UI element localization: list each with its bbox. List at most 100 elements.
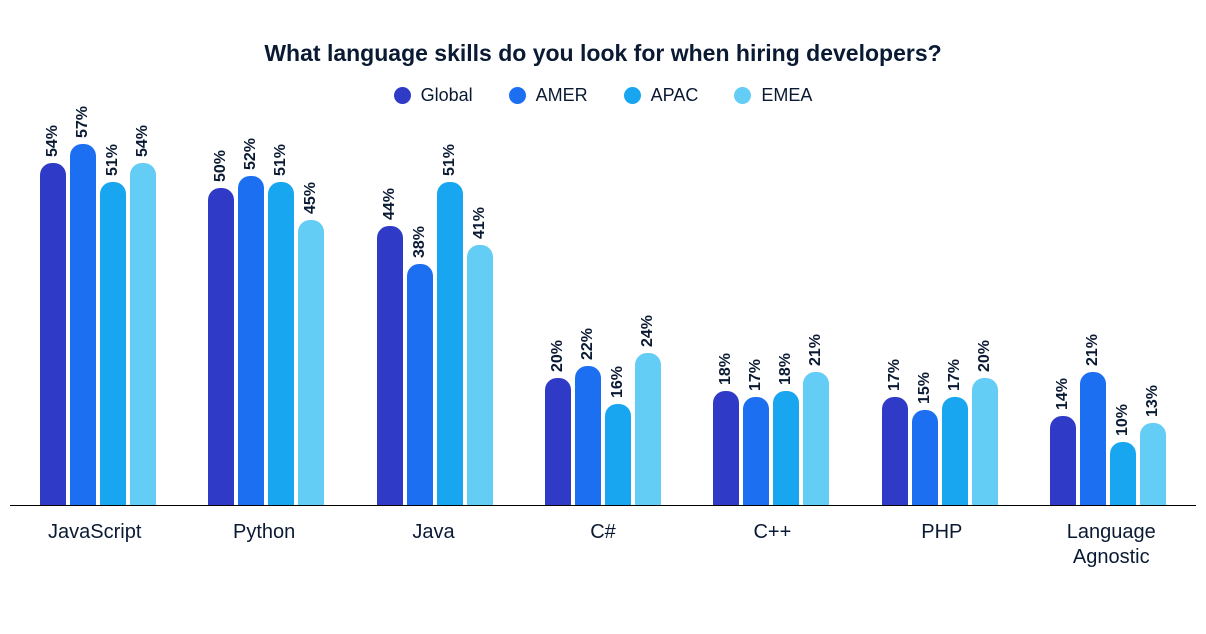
bar-rect bbox=[635, 353, 661, 505]
bar-rect bbox=[298, 220, 324, 505]
legend-label: EMEA bbox=[761, 85, 812, 106]
bar-rect bbox=[912, 410, 938, 505]
legend-dot-icon bbox=[509, 87, 526, 104]
bar: 16% bbox=[605, 366, 631, 505]
bar: 10% bbox=[1110, 404, 1136, 505]
bar-value-label: 41% bbox=[472, 207, 488, 239]
bar-rect bbox=[100, 182, 126, 505]
bar-value-label: 52% bbox=[243, 138, 259, 170]
bar: 17% bbox=[743, 359, 769, 505]
bar-value-label: 21% bbox=[1085, 334, 1101, 366]
legend-dot-icon bbox=[734, 87, 751, 104]
x-axis-label: LanguageAgnostic bbox=[1027, 520, 1196, 570]
bar: 54% bbox=[40, 125, 66, 505]
bar-groups: 54%57%51%54%50%52%51%45%44%38%51%41%20%2… bbox=[10, 126, 1196, 506]
bar-rect bbox=[467, 245, 493, 505]
bar: 18% bbox=[713, 353, 739, 505]
bar-value-label: 50% bbox=[213, 150, 229, 182]
bar-rect bbox=[208, 188, 234, 505]
bar-value-label: 44% bbox=[382, 188, 398, 220]
bar: 51% bbox=[268, 144, 294, 505]
bar-rect bbox=[437, 182, 463, 505]
bar-rect bbox=[713, 391, 739, 505]
bar: 22% bbox=[575, 328, 601, 505]
bar-rect bbox=[605, 404, 631, 505]
bar: 17% bbox=[882, 359, 908, 505]
bar-rect bbox=[773, 391, 799, 505]
bar-rect bbox=[268, 182, 294, 505]
bar-value-label: 57% bbox=[75, 106, 91, 138]
x-axis-label: Java bbox=[349, 520, 518, 570]
bar: 14% bbox=[1050, 378, 1076, 505]
bar: 38% bbox=[407, 226, 433, 505]
bar-value-label: 51% bbox=[105, 144, 121, 176]
bar-rect bbox=[972, 378, 998, 505]
bar-rect bbox=[545, 378, 571, 505]
bar-rect bbox=[130, 163, 156, 505]
bar: 44% bbox=[377, 188, 403, 505]
bar-group: 44% 38% 51% 41% bbox=[351, 144, 519, 505]
bar-rect bbox=[238, 176, 264, 505]
bar: 52% bbox=[238, 138, 264, 505]
bar: 51% bbox=[437, 144, 463, 505]
bar-rect bbox=[70, 144, 96, 505]
bar-value-label: 45% bbox=[303, 182, 319, 214]
bar-value-label: 13% bbox=[1145, 385, 1161, 417]
bar-value-label: 16% bbox=[610, 366, 626, 398]
bar-value-label: 22% bbox=[580, 328, 596, 360]
bar-rect bbox=[1110, 442, 1136, 505]
x-axis-labels: JavaScriptPythonJavaC#C++PHPLanguageAgno… bbox=[10, 520, 1196, 570]
bar-value-label: 17% bbox=[748, 359, 764, 391]
chart-container: What language skills do you look for whe… bbox=[0, 0, 1206, 634]
legend-item-global: Global bbox=[394, 85, 473, 106]
legend-item-amer: AMER bbox=[509, 85, 588, 106]
x-axis-label: PHP bbox=[857, 520, 1026, 570]
bar-value-label: 20% bbox=[550, 340, 566, 372]
bar-rect bbox=[575, 366, 601, 505]
bar-group: 20% 22% 16% 24% bbox=[519, 315, 687, 505]
bar-value-label: 17% bbox=[887, 359, 903, 391]
bar-value-label: 54% bbox=[135, 125, 151, 157]
bar-value-label: 15% bbox=[917, 372, 933, 404]
legend-dot-icon bbox=[394, 87, 411, 104]
bar-group: 14% 21% 10% 13% bbox=[1024, 334, 1192, 505]
bar-value-label: 51% bbox=[442, 144, 458, 176]
bar-rect bbox=[942, 397, 968, 505]
legend-item-apac: APAC bbox=[624, 85, 699, 106]
bar: 18% bbox=[773, 353, 799, 505]
bar: 13% bbox=[1140, 385, 1166, 505]
bar-rect bbox=[377, 226, 403, 505]
bar: 45% bbox=[298, 182, 324, 505]
bar-value-label: 21% bbox=[808, 334, 824, 366]
bar-value-label: 20% bbox=[977, 340, 993, 372]
bar: 21% bbox=[1080, 334, 1106, 505]
bar-value-label: 38% bbox=[412, 226, 428, 258]
bar-group: 54% 57% 51% 54% bbox=[14, 106, 182, 505]
bar-group: 18% 17% 18% 21% bbox=[687, 334, 855, 505]
bar-rect bbox=[1140, 423, 1166, 505]
bar: 57% bbox=[70, 106, 96, 505]
bar: 17% bbox=[942, 359, 968, 505]
x-axis-label: C# bbox=[518, 520, 687, 570]
plot-area: 54%57%51%54%50%52%51%45%44%38%51%41%20%2… bbox=[10, 126, 1196, 506]
bar-rect bbox=[882, 397, 908, 505]
bar-rect bbox=[407, 264, 433, 505]
bar-value-label: 17% bbox=[947, 359, 963, 391]
bar-rect bbox=[803, 372, 829, 505]
bar-value-label: 18% bbox=[778, 353, 794, 385]
legend-item-emea: EMEA bbox=[734, 85, 812, 106]
bar: 51% bbox=[100, 144, 126, 505]
bar: 50% bbox=[208, 150, 234, 505]
bar: 20% bbox=[545, 340, 571, 505]
bar-value-label: 51% bbox=[273, 144, 289, 176]
legend: Global AMER APAC EMEA bbox=[0, 85, 1206, 106]
bar-rect bbox=[743, 397, 769, 505]
legend-dot-icon bbox=[624, 87, 641, 104]
bar-rect bbox=[1080, 372, 1106, 505]
bar-value-label: 14% bbox=[1055, 378, 1071, 410]
bar-value-label: 18% bbox=[718, 353, 734, 385]
legend-label: AMER bbox=[536, 85, 588, 106]
bar-value-label: 54% bbox=[45, 125, 61, 157]
x-axis-label: C++ bbox=[688, 520, 857, 570]
bar: 24% bbox=[635, 315, 661, 505]
